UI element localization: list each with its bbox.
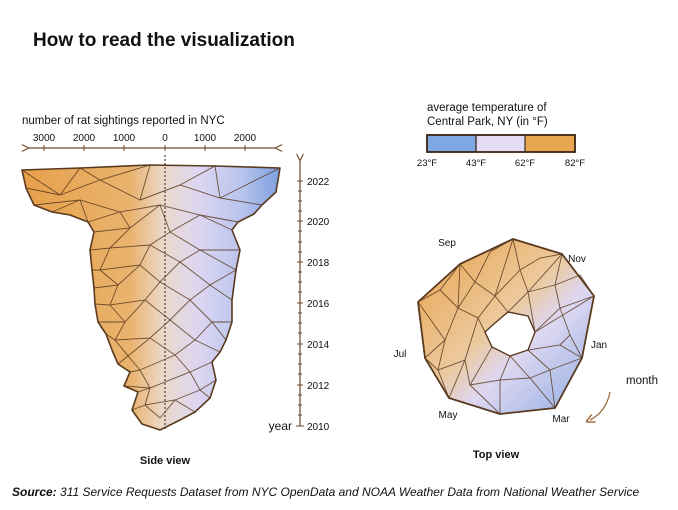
top-view: Sep Nov Jul Jan May Mar month Top view [394, 238, 658, 461]
legend-title-line2: Central Park, NY (in °F) [427, 116, 548, 128]
x-tick-label: 0 [162, 133, 168, 144]
year-axis: 2022 2020 2018 2016 2014 2012 2010 year [269, 160, 330, 433]
source-label: Source: [12, 485, 57, 499]
legend-color-bar [426, 134, 576, 153]
year-tick-label: 2016 [307, 299, 330, 310]
year-tick-label: 2010 [307, 422, 330, 433]
month-label-may: May [439, 410, 458, 421]
year-tick-label: 2022 [307, 177, 330, 188]
x-tick-label: 1000 [194, 133, 217, 144]
x-axis: 3000 2000 1000 0 1000 2000 [28, 133, 276, 151]
source-note: Source: 311 Service Requests Dataset fro… [12, 485, 639, 499]
month-label-mar: Mar [552, 414, 570, 425]
year-tick-label: 2018 [307, 258, 330, 269]
x-tick-label: 3000 [33, 133, 56, 144]
year-tick-label: 2020 [307, 217, 330, 228]
side-axis-label: number of rat sightings reported in NYC [22, 115, 225, 127]
year-axis-label: year [269, 419, 292, 433]
month-label-jan: Jan [591, 340, 607, 351]
month-label-jul: Jul [394, 349, 407, 360]
month-direction-arrow [590, 391, 611, 420]
funnel-mesh [21, 164, 281, 419]
legend-tick-label: 43°F [466, 158, 486, 169]
source-text: 311 Service Requests Dataset from NYC Op… [56, 485, 640, 499]
x-tick-label: 2000 [234, 133, 257, 144]
side-funnel [21, 155, 281, 431]
temperature-legend: average temperature of Central Park, NY … [417, 102, 585, 169]
month-label-sep: Sep [438, 238, 456, 249]
funnel-body [21, 164, 281, 431]
page-title: How to read the visualization [33, 30, 295, 51]
month-axis-label: month [626, 375, 658, 387]
year-tick-label: 2012 [307, 381, 330, 392]
x-tick-label: 2000 [73, 133, 96, 144]
legend-tick-label: 23°F [417, 158, 437, 169]
side-view-caption: Side view [140, 455, 191, 467]
legend-tick-label: 82°F [565, 158, 585, 169]
year-tick-label: 2014 [307, 340, 330, 351]
ring-mesh [417, 238, 595, 416]
side-view: number of rat sightings reported in NYC … [21, 115, 330, 467]
legend-tick-label: 62°F [515, 158, 535, 169]
month-label-nov: Nov [568, 254, 586, 265]
legend-title-line1: average temperature of [427, 102, 547, 114]
x-tick-label: 1000 [113, 133, 136, 144]
top-view-caption: Top view [473, 449, 520, 461]
